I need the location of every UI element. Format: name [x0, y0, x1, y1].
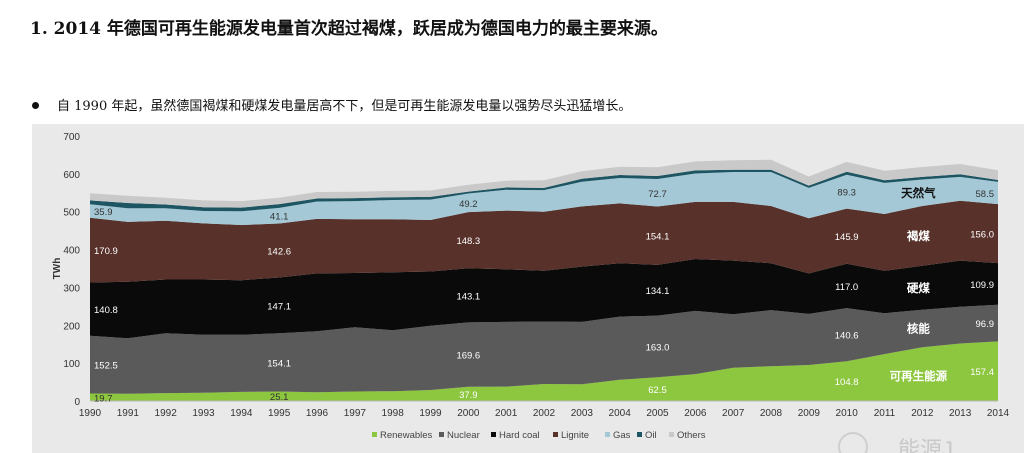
data-label-nuclear: 169.6 [456, 351, 480, 362]
legend-label-hard-coal: Hard coal [499, 430, 540, 441]
bullet-point: 自 1990 年起，虽然德国褐煤和硬煤发电量居高不下，但是可再生能源发电量以强势… [32, 95, 631, 114]
data-label-lignite: 154.1 [646, 232, 670, 243]
x-tick-label: 2006 [684, 408, 707, 419]
y-tick-label: 600 [63, 170, 80, 181]
y-tick-label: 0 [74, 397, 80, 408]
area-others [90, 159, 998, 208]
legend-swatch-lignite [553, 432, 558, 437]
data-label-renewables: 25.1 [270, 392, 289, 403]
y-tick-label: 300 [63, 283, 80, 294]
data-label-renewables: 157.4 [970, 367, 994, 378]
annotation-lignite: 褐煤 [906, 229, 930, 243]
x-tick-label: 2004 [609, 408, 632, 419]
data-label-lignite: 142.6 [267, 246, 291, 257]
area-oil [90, 169, 998, 212]
data-label-gas: 35.9 [94, 207, 113, 218]
data-label-renewables: 62.5 [648, 385, 667, 396]
y-tick-label: 100 [63, 359, 80, 370]
annotation-nuclear: 核能 [907, 322, 930, 336]
legend-swatch-gas [605, 432, 610, 437]
data-label-renewables: 104.8 [835, 377, 859, 388]
bullet-text: 自 1990 年起，虽然德国褐煤和硬煤发电量居高不下，但是可再生能源发电量以强势… [57, 99, 632, 114]
data-label-nuclear: 96.9 [976, 319, 995, 330]
wechat-icon [838, 432, 868, 453]
x-tick-label: 1996 [306, 408, 329, 419]
data-label-nuclear: 152.5 [94, 361, 118, 372]
legend-label-renewables: Renewables [380, 430, 433, 441]
legend-swatch-others [669, 432, 674, 437]
watermark-text: 能源J [898, 437, 954, 453]
y-tick-label: 700 [63, 132, 80, 143]
area-renewables [90, 341, 998, 401]
data-label-gas: 41.1 [270, 212, 289, 223]
x-tick-label: 2014 [987, 408, 1010, 419]
data-label-gas: 49.2 [459, 199, 478, 210]
data-label-hard-coal: 147.1 [267, 301, 291, 312]
x-tick-label: 2005 [646, 408, 669, 419]
legend-swatch-oil [637, 432, 642, 437]
x-tick-label: 1991 [117, 408, 140, 419]
legend-label-nuclear: Nuclear [447, 430, 480, 441]
watermark: 能源J [838, 432, 1024, 453]
area-hard-coal [90, 259, 998, 339]
x-tick-label: 2010 [836, 408, 859, 419]
annotation-renewables: 可再生能源 [890, 369, 948, 383]
data-label-hard-coal: 109.9 [970, 280, 994, 291]
data-label-nuclear: 140.6 [835, 331, 859, 342]
chart-panel: 0 100 200 300 400 500 600 700 TWh 1990 1991 1992 199… [32, 124, 1024, 453]
x-tick-label: 2003 [571, 408, 594, 419]
x-tick-label: 1995 [268, 408, 291, 419]
legend-swatch-hard-coal [491, 432, 496, 437]
x-tick-label: 2001 [495, 408, 518, 419]
data-label-lignite: 156.0 [970, 230, 994, 241]
area-nuclear [90, 304, 998, 394]
data-label-lignite: 148.3 [456, 236, 480, 247]
x-tick-label: 1990 [79, 408, 102, 419]
data-label-gas: 72.7 [648, 189, 667, 200]
data-label-hard-coal: 117.0 [835, 282, 858, 293]
x-tick-label: 1994 [230, 408, 253, 419]
legend-swatch-renewables [372, 432, 377, 437]
x-tick-label: 2002 [533, 408, 556, 419]
x-tick-label: 2013 [949, 408, 972, 419]
x-tick-label: 2011 [874, 408, 896, 419]
area-gas [90, 172, 998, 225]
legend-swatch-nuclear [439, 432, 444, 437]
legend-label-lignite: Lignite [561, 430, 589, 441]
data-label-hard-coal: 140.8 [94, 305, 118, 316]
x-tick-label: 2000 [457, 408, 480, 419]
area-lignite [90, 200, 998, 283]
data-label-nuclear: 154.1 [267, 358, 291, 369]
legend-label-others: Others [677, 430, 706, 441]
x-tick-label: 1992 [155, 408, 178, 419]
x-tick-label: 1998 [382, 408, 405, 419]
data-label-lignite: 145.9 [835, 232, 859, 243]
y-axis-label: TWh [52, 258, 63, 280]
annotation-hard-coal: 硬煤 [907, 281, 930, 295]
y-tick-label: 200 [63, 321, 80, 332]
x-tick-label: 2008 [760, 408, 783, 419]
x-tick-label: 1993 [192, 408, 215, 419]
data-label-renewables: 37.9 [459, 390, 478, 401]
x-tick-label: 2009 [798, 408, 821, 419]
page-heading: 1. 2014 年德国可再生能源发电量首次超过褐煤，跃居成为德国电力的最主要来源… [30, 19, 668, 39]
x-tick-label: 2007 [722, 408, 745, 419]
annotation-gas: 天然气 [901, 186, 936, 200]
y-tick-label: 400 [63, 246, 80, 257]
x-tick-label: 2012 [911, 408, 934, 419]
data-label-renewables: 19.7 [94, 393, 113, 404]
data-label-gas: 89.3 [837, 188, 856, 199]
data-label-nuclear: 163.0 [646, 342, 670, 353]
data-label-gas: 58.5 [976, 189, 995, 200]
stacked-area-chart: 0 100 200 300 400 500 600 700 TWh 1990 1991 1992 199… [52, 132, 1010, 441]
data-label-hard-coal: 134.1 [646, 286, 670, 297]
x-tick-label: 1997 [344, 408, 367, 419]
y-tick-label: 500 [63, 208, 80, 219]
bullet-icon [32, 102, 39, 109]
data-label-hard-coal: 143.1 [456, 291, 480, 302]
legend-label-oil: Oil [645, 430, 657, 441]
legend-label-gas: Gas [613, 430, 631, 441]
data-label-lignite: 170.9 [94, 246, 118, 257]
x-tick-label: 1999 [419, 408, 442, 419]
